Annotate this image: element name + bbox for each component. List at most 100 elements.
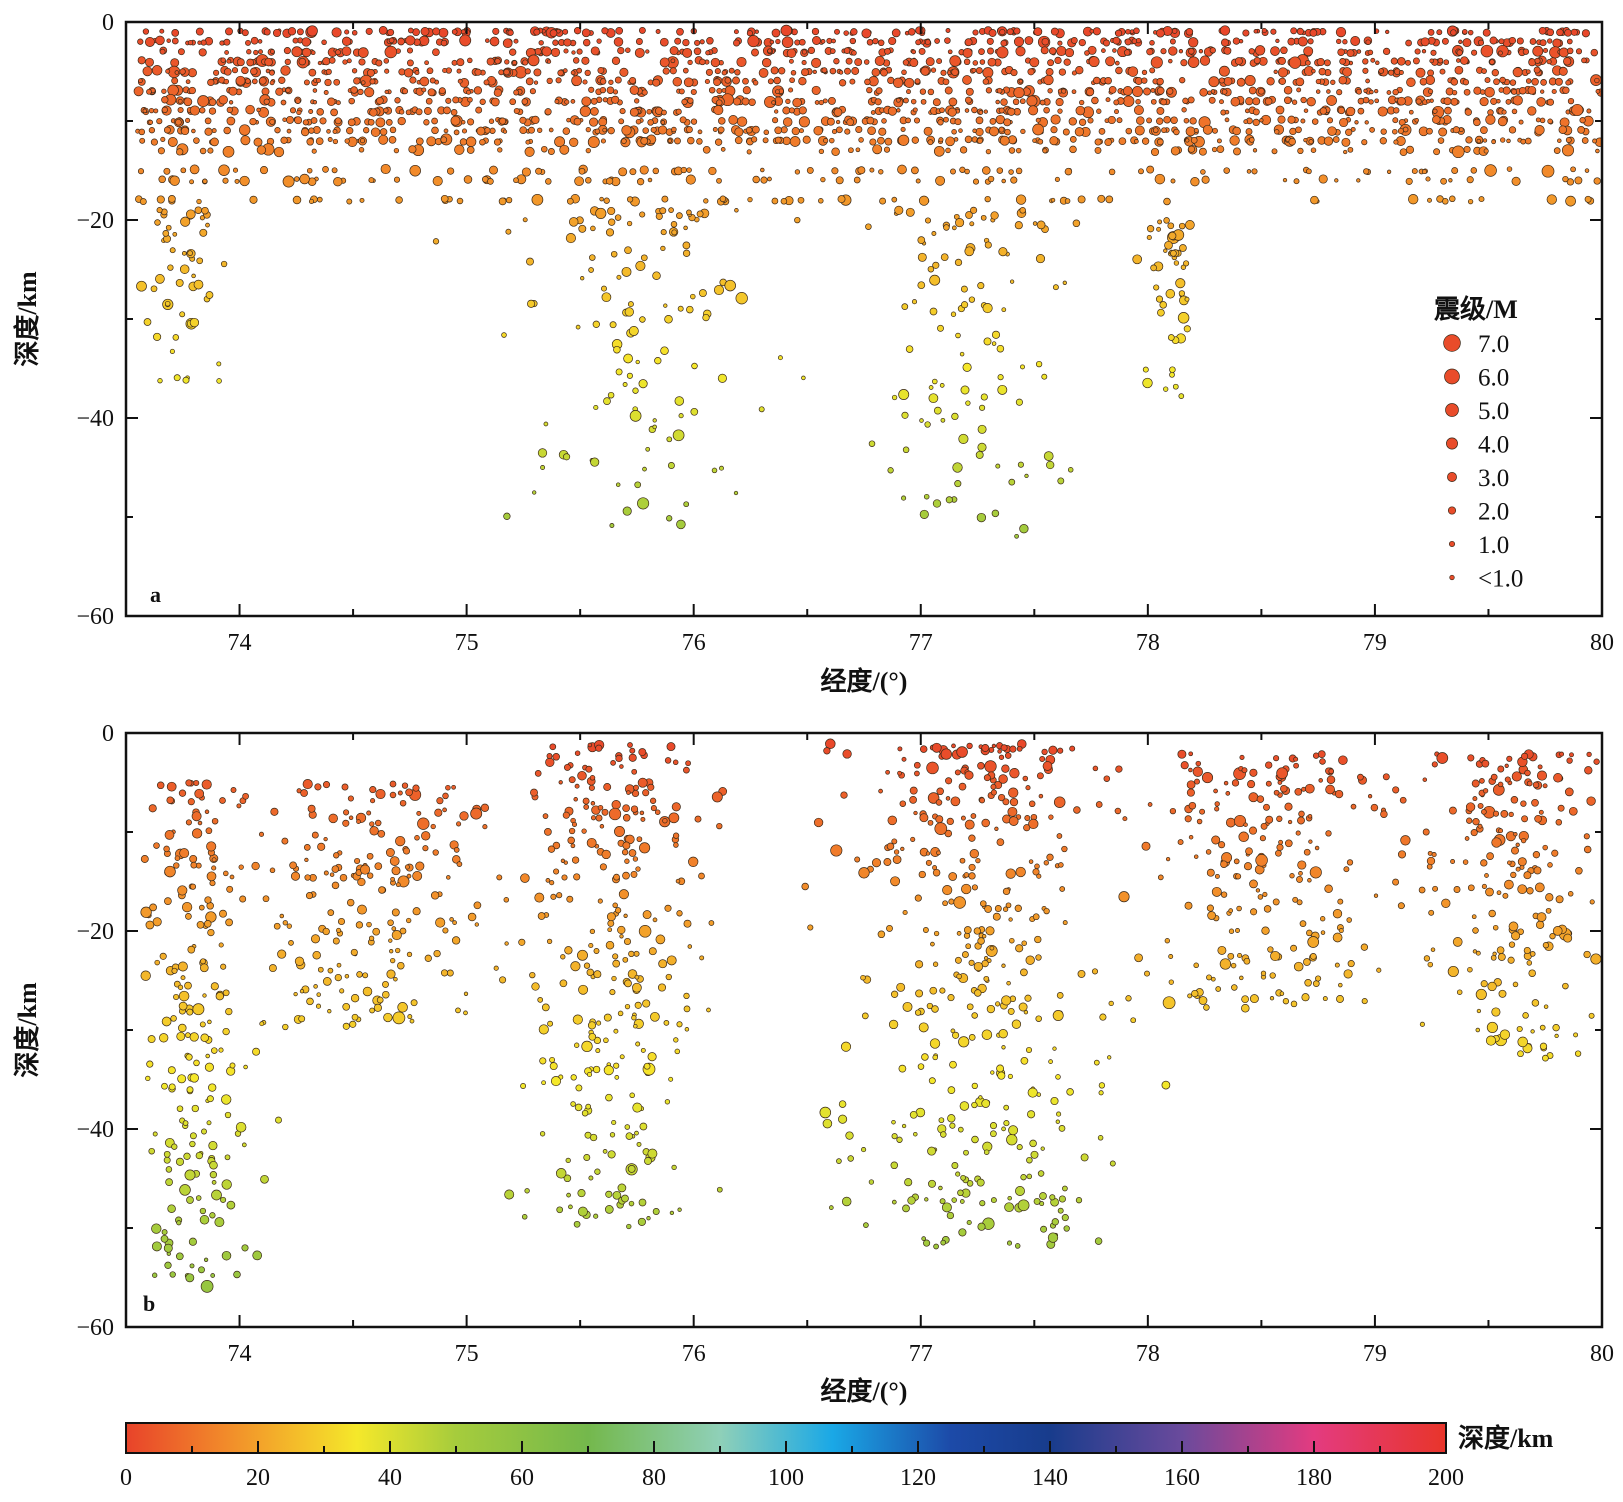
- earthquake-point: [443, 106, 451, 115]
- earthquake-point: [226, 58, 232, 64]
- earthquake-point: [899, 800, 907, 807]
- earthquake-point: [717, 373, 727, 383]
- earthquake-point: [1150, 98, 1157, 105]
- earthquake-point: [204, 117, 212, 125]
- earthquake-point: [951, 412, 959, 421]
- earthquake-point: [424, 954, 432, 962]
- earthquake-point: [331, 27, 342, 38]
- earthquake-point: [1030, 1150, 1039, 1159]
- legend-label: 5.0: [1478, 398, 1509, 425]
- earthquake-point: [868, 440, 876, 447]
- earthquake-point: [1490, 773, 1498, 781]
- earthquake-point: [1354, 120, 1359, 125]
- earthquake-point: [1565, 137, 1572, 143]
- earthquake-point: [1430, 49, 1437, 56]
- earthquake-point: [935, 799, 943, 806]
- earthquake-point: [622, 804, 630, 813]
- earthquake-point: [836, 126, 843, 134]
- earthquake-point: [190, 861, 198, 869]
- earthquake-point: [435, 917, 446, 928]
- earthquake-point: [226, 116, 236, 126]
- earthquake-point: [1141, 69, 1148, 76]
- earthquake-point: [1397, 57, 1406, 66]
- earthquake-point: [1007, 806, 1018, 817]
- earthquake-point: [879, 197, 887, 205]
- earthquake-point: [655, 29, 661, 34]
- earthquake-point: [1326, 95, 1337, 106]
- earthquake-point: [659, 57, 670, 68]
- earthquake-point: [342, 1022, 350, 1030]
- earthquake-point: [220, 260, 228, 268]
- earthquake-point: [1334, 789, 1344, 799]
- earthquake-point: [375, 59, 383, 67]
- earthquake-point: [601, 292, 612, 303]
- earthquake-point: [301, 47, 312, 58]
- earthquake-point: [1538, 809, 1544, 815]
- earthquake-point: [1249, 768, 1258, 777]
- earthquake-point: [1163, 386, 1169, 392]
- earthquake-point: [1168, 954, 1174, 959]
- earthquake-point: [521, 1214, 528, 1220]
- earthquake-point: [597, 898, 603, 904]
- earthquake-point: [1356, 88, 1362, 95]
- earthquake-point: [991, 743, 997, 749]
- earthquake-point: [976, 137, 984, 144]
- earthquake-point: [891, 394, 898, 401]
- earthquake-point: [1006, 1240, 1013, 1246]
- earthquake-point: [690, 293, 696, 300]
- earthquake-point: [958, 1036, 970, 1048]
- earthquake-point: [1207, 911, 1216, 920]
- earthquake-point: [167, 264, 174, 271]
- earthquake-point: [1415, 98, 1422, 105]
- earthquake-point: [1296, 27, 1304, 36]
- earthquake-point: [1003, 118, 1012, 127]
- earthquake-point: [622, 871, 630, 880]
- earthquake-point: [827, 96, 836, 105]
- earthquake-point: [1551, 849, 1559, 857]
- earthquake-point: [1039, 99, 1046, 106]
- y-tick-label: −40: [76, 1117, 114, 1143]
- earthquake-point: [1217, 945, 1227, 955]
- earthquake-point: [812, 69, 817, 75]
- earthquake-point: [748, 98, 756, 106]
- earthquake-point: [1583, 950, 1591, 959]
- earthquake-point: [998, 774, 1008, 784]
- earthquake-point: [982, 934, 987, 939]
- earthquake-point: [1189, 117, 1197, 125]
- earthquake-point: [713, 105, 724, 116]
- earthquake-point: [329, 872, 335, 877]
- earthquake-point: [359, 138, 366, 144]
- earthquake-point: [971, 1101, 978, 1109]
- earthquake-point: [1007, 1073, 1013, 1079]
- earthquake-point: [1485, 1035, 1497, 1046]
- earthquake-point: [1077, 195, 1086, 204]
- earthquake-point: [1041, 373, 1048, 380]
- earthquake-point: [1015, 46, 1026, 57]
- x-tick-label: 80: [1590, 1341, 1614, 1367]
- earthquake-point: [853, 176, 861, 184]
- earthquake-point: [1512, 981, 1519, 988]
- earthquake-point: [1191, 989, 1199, 998]
- earthquake-point: [626, 790, 631, 795]
- earthquake-point: [1108, 1000, 1114, 1007]
- earthquake-point: [1295, 126, 1302, 134]
- earthquake-point: [415, 137, 424, 146]
- earthquake-point: [1549, 933, 1556, 940]
- earthquake-point: [652, 271, 661, 280]
- earthquake-point: [1595, 148, 1600, 154]
- earthquake-point: [1080, 1153, 1089, 1162]
- earthquake-point: [1029, 57, 1040, 68]
- earthquake-point: [442, 927, 449, 934]
- earthquake-point: [977, 762, 985, 770]
- earthquake-point: [628, 849, 637, 857]
- earthquake-point: [1169, 371, 1175, 378]
- earthquake-point: [1529, 38, 1537, 45]
- earthquake-point: [1168, 58, 1173, 64]
- earthquake-point: [1363, 88, 1368, 93]
- earthquake-point: [189, 105, 200, 116]
- earthquake-point: [911, 49, 917, 55]
- earthquake-point: [1078, 38, 1086, 47]
- earthquake-point: [1518, 119, 1524, 125]
- earthquake-point: [1001, 1045, 1006, 1050]
- earthquake-point: [847, 1155, 854, 1162]
